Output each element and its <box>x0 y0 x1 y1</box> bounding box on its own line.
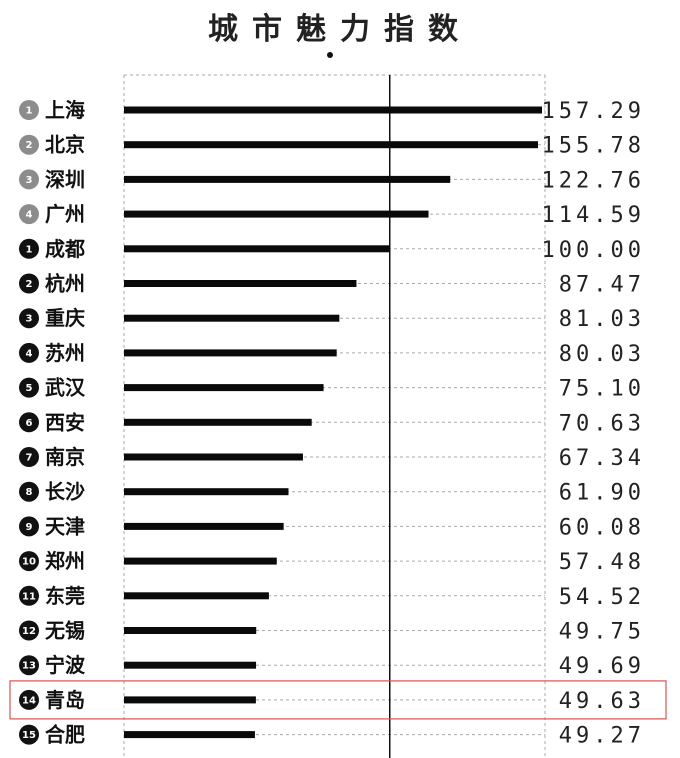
rank-number: 4 <box>26 210 33 221</box>
rank-badge <box>19 204 39 225</box>
rank-badge <box>19 342 39 363</box>
city-label: 青岛 <box>45 688 85 712</box>
value-label: 49.69 <box>559 654 645 679</box>
bar <box>124 314 340 322</box>
city-label: 重庆 <box>45 306 85 330</box>
value-label: 49.75 <box>559 620 645 645</box>
city-label: 武汉 <box>45 376 86 400</box>
bar <box>124 557 277 565</box>
value-label: 81.03 <box>559 307 645 332</box>
title-dot <box>327 52 333 58</box>
rank-badge <box>19 412 39 433</box>
bar <box>124 349 337 357</box>
bar <box>124 627 257 634</box>
value-label: 80.03 <box>559 342 645 367</box>
rank-badge <box>19 134 39 155</box>
bar <box>124 522 284 530</box>
bar <box>124 280 357 287</box>
rank-number: 15 <box>22 730 36 741</box>
rank-number: 6 <box>26 418 33 429</box>
bar <box>124 661 257 669</box>
city-label: 合肥 <box>45 723 85 747</box>
rank-number: 8 <box>26 487 33 498</box>
value-label: 67.34 <box>559 446 645 471</box>
bar <box>124 245 390 253</box>
rank-badge <box>19 273 39 294</box>
rank-badge <box>19 516 39 537</box>
value-label: 157.29 <box>542 99 645 124</box>
city-label: 西安 <box>45 410 85 434</box>
rank-number: 9 <box>26 522 33 533</box>
value-label: 100.00 <box>542 238 645 263</box>
value-label: 122.76 <box>542 168 645 193</box>
bar <box>124 592 269 600</box>
highlight-box <box>9 680 667 720</box>
city-label: 长沙 <box>45 480 85 504</box>
value-label: 57.48 <box>559 550 645 575</box>
city-label: 北京 <box>45 133 85 157</box>
city-label: 东莞 <box>45 584 85 608</box>
city-label: 杭州 <box>45 272 85 296</box>
city-label: 宁波 <box>45 653 86 677</box>
bar <box>124 384 324 392</box>
value-label: 155.78 <box>542 134 645 159</box>
rank-badge <box>19 551 39 572</box>
bar <box>124 488 289 496</box>
city-label: 上海 <box>45 98 85 122</box>
city-label: 南京 <box>45 445 85 469</box>
value-label: 70.63 <box>559 411 645 436</box>
rank-badge <box>19 100 39 120</box>
bar <box>124 210 429 218</box>
bar <box>124 731 255 739</box>
value-label: 61.90 <box>559 481 645 506</box>
value-label: 54.52 <box>559 585 645 610</box>
rank-number: 11 <box>22 591 36 602</box>
rank-number: 2 <box>26 279 33 290</box>
bar <box>124 175 451 183</box>
value-label: 49.27 <box>559 724 645 749</box>
rank-badge <box>19 238 39 259</box>
city-label: 天津 <box>45 514 85 538</box>
city-label: 成都 <box>45 237 85 261</box>
city-label: 苏州 <box>45 341 85 365</box>
rank-number: 1 <box>26 106 33 117</box>
value-label: 87.47 <box>559 273 645 298</box>
rank-number: 3 <box>26 314 33 325</box>
rank-number: 2 <box>26 140 33 151</box>
bar <box>124 696 256 704</box>
rank-badge <box>19 377 39 398</box>
rank-number: 5 <box>26 383 33 394</box>
rank-badge <box>19 481 39 502</box>
rank-number: 3 <box>26 175 33 186</box>
rank-badge <box>19 620 39 641</box>
city-label: 郑州 <box>45 549 85 573</box>
rank-number: 1 <box>26 244 33 255</box>
rank-badge <box>19 169 39 190</box>
rank-badge <box>19 724 39 745</box>
rank-number: 10 <box>22 557 36 568</box>
rank-number: 7 <box>26 453 33 464</box>
value-label: 60.08 <box>559 515 645 540</box>
rank-badge <box>19 689 39 710</box>
rank-badge <box>19 447 39 467</box>
bar <box>124 141 538 149</box>
city-label: 广州 <box>45 202 85 226</box>
bar <box>124 418 312 426</box>
rank-number: 14 <box>22 695 36 706</box>
chart-title: 城市魅力指数 <box>208 12 472 47</box>
city-label: 无锡 <box>45 619 85 643</box>
bar <box>124 453 303 461</box>
rank-number: 12 <box>22 626 36 637</box>
city-label: 深圳 <box>45 167 85 191</box>
bar <box>124 106 542 114</box>
rank-number: 13 <box>22 661 36 672</box>
value-label: 114.59 <box>542 203 645 228</box>
rank-badge <box>19 308 39 329</box>
value-label: 49.63 <box>559 689 645 714</box>
rank-number: 4 <box>26 348 33 359</box>
rank-badge <box>19 655 39 676</box>
value-label: 75.10 <box>559 377 645 402</box>
rank-badge <box>19 585 39 606</box>
